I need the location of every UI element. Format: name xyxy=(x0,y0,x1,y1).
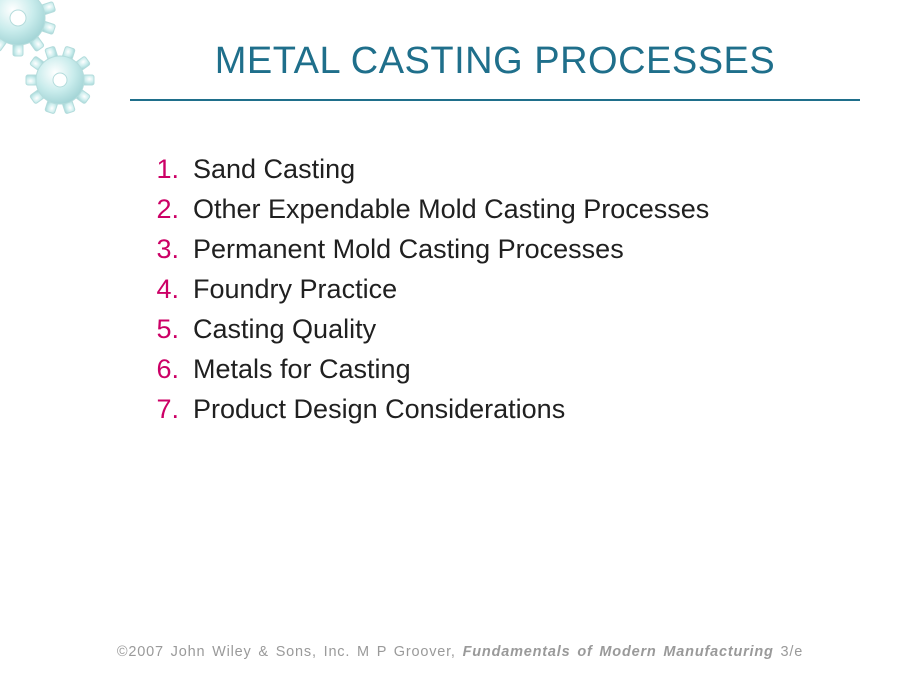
footer-copyright: ©2007 John Wiley & Sons, Inc. M P Groove… xyxy=(117,644,463,660)
list-item: Metals for Casting xyxy=(145,350,820,390)
list-item-text: Permanent Mold Casting Processes xyxy=(193,234,624,264)
list-item-text: Metals for Casting xyxy=(193,354,411,384)
list-item: Sand Casting xyxy=(145,150,820,190)
footer-edition: 3/e xyxy=(774,644,803,660)
list-item-text: Sand Casting xyxy=(193,154,355,184)
list-item: Other Expendable Mold Casting Processes xyxy=(145,190,820,230)
list-item: Permanent Mold Casting Processes xyxy=(145,230,820,270)
list-item-text: Casting Quality xyxy=(193,314,376,344)
list-item-text: Foundry Practice xyxy=(193,274,397,304)
list-item: Product Design Considerations xyxy=(145,390,820,430)
title-block: METAL CASTING PROCESSES xyxy=(130,40,860,101)
list-item: Casting Quality xyxy=(145,310,820,350)
footer-book-title: Fundamentals of Modern Manufacturing xyxy=(463,644,774,660)
list-item-text: Other Expendable Mold Casting Processes xyxy=(193,194,709,224)
gears-decoration xyxy=(0,0,140,140)
slide-title: METAL CASTING PROCESSES xyxy=(130,40,860,93)
list-item-text: Product Design Considerations xyxy=(193,394,565,424)
title-underline xyxy=(130,99,860,101)
list-item: Foundry Practice xyxy=(145,270,820,310)
outline-list: Sand Casting Other Expendable Mold Casti… xyxy=(145,150,820,430)
footer: ©2007 John Wiley & Sons, Inc. M P Groove… xyxy=(0,644,920,660)
slide: METAL CASTING PROCESSES Sand Casting Oth… xyxy=(0,0,920,690)
